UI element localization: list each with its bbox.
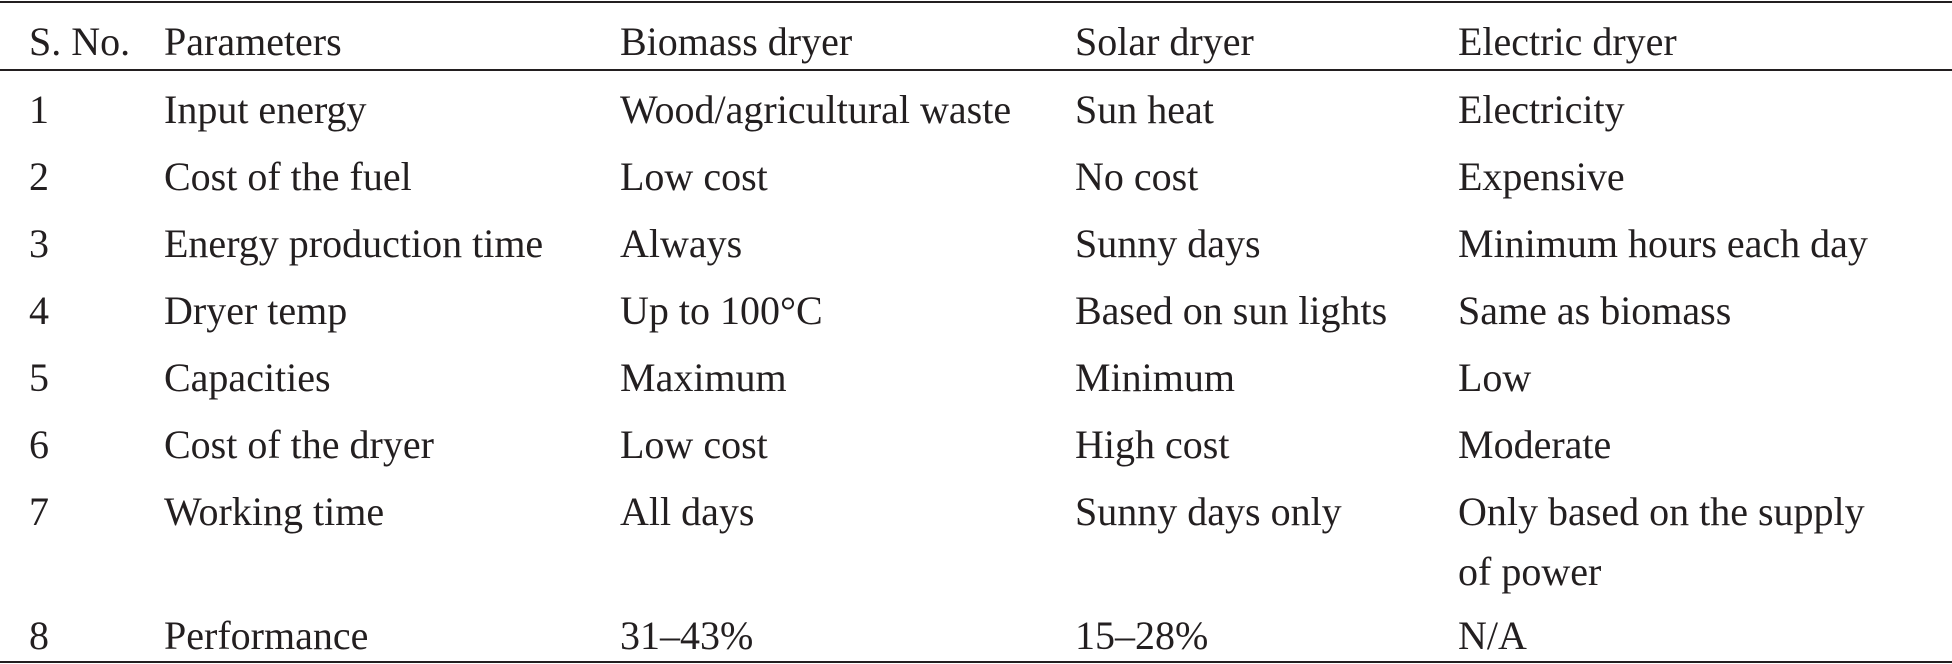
cell-biomass: Up to 100°C <box>620 288 823 333</box>
cell-parameter: Energy production time <box>164 221 544 266</box>
cell-solar: Based on sun lights <box>1075 288 1388 333</box>
cell-biomass: Maximum <box>620 355 787 400</box>
cell-electric: Low <box>1458 355 1532 400</box>
cell-s-no: 4 <box>29 288 49 333</box>
cell-parameter: Cost of the fuel <box>164 154 412 199</box>
cell-s-no: 6 <box>29 422 49 467</box>
cell-s-no: 7 <box>29 489 49 534</box>
cell-electric: N/A <box>1458 613 1527 658</box>
cell-electric-line-2: of power <box>1458 549 1602 594</box>
cell-biomass: Always <box>620 221 743 266</box>
cell-parameter: Cost of the dryer <box>164 422 434 467</box>
cell-s-no: 5 <box>29 355 49 400</box>
cell-solar: Sunny days <box>1075 221 1261 266</box>
header-electric-dryer: Electric dryer <box>1458 19 1677 64</box>
cell-biomass: Low cost <box>620 154 768 199</box>
header-biomass-dryer: Biomass dryer <box>620 19 853 64</box>
cell-biomass: All days <box>620 489 755 534</box>
table-bottom-rule <box>0 661 1952 663</box>
cell-biomass: Low cost <box>620 422 768 467</box>
cell-electric: Electricity <box>1458 87 1625 132</box>
cell-biomass: Wood/agricultural waste <box>620 87 1012 132</box>
cell-electric-line-1: Only based on the supply <box>1458 489 1865 534</box>
cell-solar: Sun heat <box>1075 87 1214 132</box>
cell-parameter: Capacities <box>164 355 331 400</box>
cell-electric: Same as biomass <box>1458 288 1732 333</box>
cell-parameter: Input energy <box>164 87 367 132</box>
table-top-rule <box>0 1 1952 3</box>
cell-s-no: 3 <box>29 221 49 266</box>
cell-s-no: 2 <box>29 154 49 199</box>
cell-parameter: Dryer temp <box>164 288 348 333</box>
table-header-rule <box>0 69 1952 71</box>
cell-solar: Minimum <box>1075 355 1236 400</box>
cell-solar: No cost <box>1075 154 1199 199</box>
cell-electric: Moderate <box>1458 422 1612 467</box>
cell-solar: 15–28% <box>1075 613 1209 658</box>
cell-solar: Sunny days only <box>1075 489 1342 534</box>
header-s-no: S. No. <box>29 19 131 64</box>
cell-parameter: Performance <box>164 613 369 658</box>
cell-parameter: Working time <box>164 489 385 534</box>
cell-solar: High cost <box>1075 422 1230 467</box>
header-solar-dryer: Solar dryer <box>1075 19 1254 64</box>
cell-s-no: 1 <box>29 87 49 132</box>
header-parameters: Parameters <box>164 19 342 64</box>
cell-electric: Only based on the supply of power <box>1458 492 1865 592</box>
cell-electric: Expensive <box>1458 154 1625 199</box>
cell-electric: Minimum hours each day <box>1458 221 1868 266</box>
cell-biomass: 31–43% <box>620 613 754 658</box>
cell-s-no: 8 <box>29 613 49 658</box>
